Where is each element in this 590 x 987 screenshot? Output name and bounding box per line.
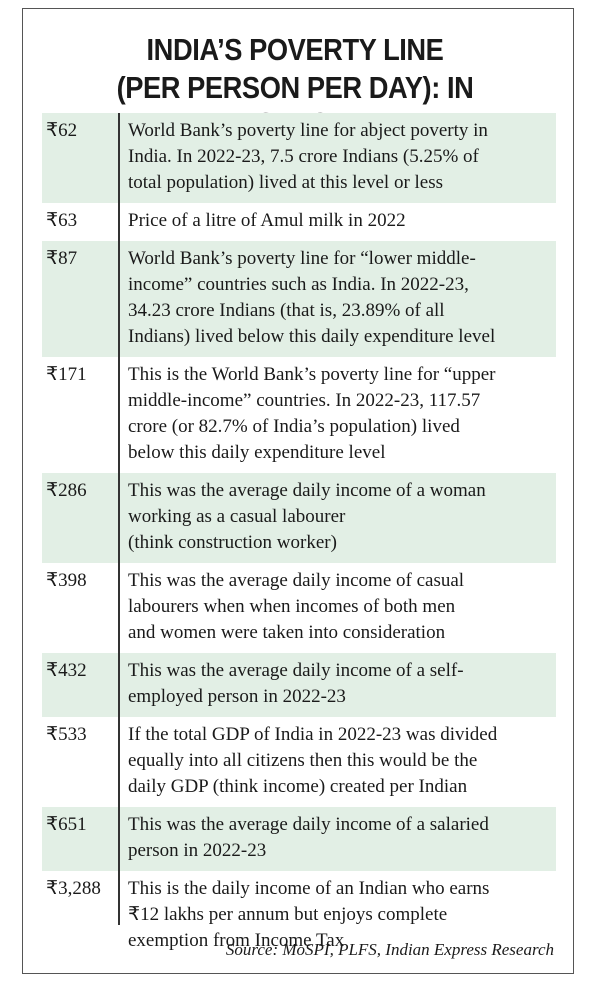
- table-row: ₹432 This was the average daily income of…: [42, 653, 556, 717]
- description-line: exemption from Income Tax: [128, 930, 345, 951]
- description-line: 34.23 crore Indians (that is, 23.89% of …: [128, 300, 445, 321]
- description-line: This was the average daily income of cas…: [128, 570, 465, 591]
- description-line: This was the average daily income of a s…: [128, 814, 489, 835]
- description-line: ₹12 lakhs per annum but enjoys complete: [128, 904, 448, 925]
- description: This is the daily income of an Indian wh…: [128, 876, 556, 954]
- description-line: World Bank’s poverty line for abject pov…: [128, 120, 488, 141]
- table-row: ₹533 If the total GDP of India in 2022-23…: [42, 717, 556, 807]
- table: ₹62 World Bank’s poverty line for abject …: [42, 113, 556, 961]
- description-line: This was the average daily income of a s…: [128, 660, 464, 681]
- table-row: ₹171 This is the World Bank’s poverty lin…: [42, 357, 556, 473]
- description-line: Indians) lived below this daily expendit…: [128, 326, 496, 347]
- description-line: below this daily expenditure level: [128, 442, 386, 463]
- table-row: ₹87 World Bank’s poverty line for “lower …: [42, 241, 556, 357]
- description-line: total population) lived at this level or…: [128, 172, 444, 193]
- description: This was the average daily income of a w…: [128, 478, 556, 556]
- amount: ₹651: [46, 814, 87, 835]
- description-line: daily GDP (think income) created per Ind…: [128, 776, 468, 797]
- description-line: India. In 2022-23, 7.5 crore Indians (5.…: [128, 146, 479, 167]
- table-row: ₹286 This was the average daily income of…: [42, 473, 556, 563]
- description-line: This is the World Bank’s poverty line fo…: [128, 364, 496, 385]
- description: Price of a litre of Amul milk in 2022: [128, 208, 556, 234]
- column-divider: [118, 113, 120, 925]
- amount: ₹87: [46, 248, 78, 269]
- frame: [22, 8, 574, 974]
- amount: ₹62: [46, 120, 78, 141]
- description-line: (think construction worker): [128, 532, 337, 553]
- amount: ₹171: [46, 364, 87, 385]
- table-row: ₹63 Price of a litre of Amul milk in 2022: [42, 203, 556, 241]
- amount: ₹63: [46, 210, 78, 231]
- amount: ₹432: [46, 660, 87, 681]
- description: World Bank’s poverty line for abject pov…: [128, 118, 556, 196]
- description-line: labourers when when incomes of both men: [128, 596, 456, 617]
- description: This was the average daily income of a s…: [128, 658, 556, 710]
- amount: ₹3,288: [46, 878, 101, 899]
- description: This was the average daily income of cas…: [128, 568, 556, 646]
- amount: ₹398: [46, 570, 87, 591]
- description: If the total GDP of India in 2022-23 was…: [128, 722, 556, 800]
- description-line: employed person in 2022-23: [128, 686, 346, 707]
- title-line: INDIA’S POVERTY LINE: [146, 32, 444, 67]
- description-line: person in 2022-23: [128, 840, 267, 861]
- description: This is the World Bank’s poverty line fo…: [128, 362, 556, 466]
- table-row: ₹651 This was the average daily income of…: [42, 807, 556, 871]
- amount: ₹286: [46, 480, 87, 501]
- description-line: World Bank’s poverty line for “lower mid…: [128, 248, 476, 269]
- description: World Bank’s poverty line for “lower mid…: [128, 246, 556, 350]
- description-line: and women were taken into consideration: [128, 622, 446, 643]
- description-line: crore (or 82.7% of India’s population) l…: [128, 416, 460, 437]
- description-line: If the total GDP of India in 2022-23 was…: [128, 724, 498, 745]
- table-row: ₹62 World Bank’s poverty line for abject …: [42, 113, 556, 203]
- description-line: income” countries such as India. In 2022…: [128, 274, 469, 295]
- description-line: This was the average daily income of a w…: [128, 480, 486, 501]
- description-line: working as a casual labourer: [128, 506, 346, 527]
- description-line: equally into all citizens then this woul…: [128, 750, 478, 771]
- description-line: This is the daily income of an Indian wh…: [128, 878, 490, 899]
- table-row: ₹3,288 This is the daily income of an Ind…: [42, 871, 556, 961]
- table-row: ₹398 This was the average daily income of…: [42, 563, 556, 653]
- source: Source: MoSPI, PLFS, Indian Express Rese…: [225, 940, 554, 959]
- description: This was the average daily income of a s…: [128, 812, 556, 864]
- amount: ₹533: [46, 724, 87, 745]
- description-line: Price of a litre of Amul milk in 2022: [128, 210, 406, 231]
- description-line: middle-income” countries. In 2022-23, 11…: [128, 390, 481, 411]
